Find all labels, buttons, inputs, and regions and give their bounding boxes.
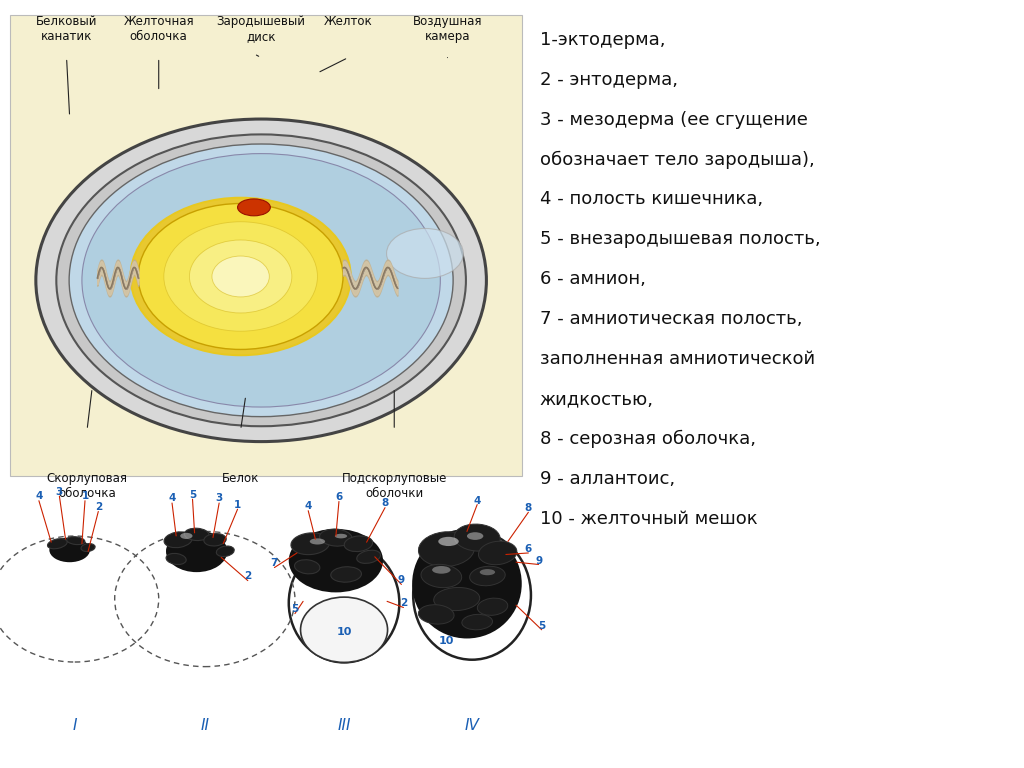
Text: 1: 1 <box>81 491 89 502</box>
Text: жидкостью,: жидкостью, <box>540 390 653 408</box>
Ellipse shape <box>36 119 486 442</box>
Text: 10: 10 <box>336 627 352 637</box>
Ellipse shape <box>184 528 209 541</box>
Text: 5: 5 <box>188 489 197 500</box>
Text: III: III <box>337 718 351 733</box>
Ellipse shape <box>82 154 440 407</box>
Ellipse shape <box>81 544 95 551</box>
Text: 4: 4 <box>35 491 43 502</box>
Ellipse shape <box>478 541 517 564</box>
Ellipse shape <box>432 566 451 574</box>
Ellipse shape <box>189 240 292 313</box>
Ellipse shape <box>421 564 462 588</box>
Ellipse shape <box>164 531 193 548</box>
Ellipse shape <box>166 554 186 564</box>
Text: 2: 2 <box>94 502 102 512</box>
Ellipse shape <box>344 536 373 551</box>
Ellipse shape <box>204 534 226 546</box>
Text: Зародышевый
диск: Зародышевый диск <box>217 15 305 43</box>
Ellipse shape <box>50 538 89 561</box>
Ellipse shape <box>70 144 453 416</box>
FancyBboxPatch shape <box>10 15 522 476</box>
Text: 3: 3 <box>215 493 223 504</box>
Ellipse shape <box>164 222 317 331</box>
Text: 3 - мезодерма (ее сгущение: 3 - мезодерма (ее сгущение <box>540 111 808 128</box>
Text: Скорлуповая
оболочка: Скорлуповая оболочка <box>46 472 128 500</box>
Text: 4: 4 <box>473 495 481 506</box>
Ellipse shape <box>434 588 479 611</box>
Text: 4: 4 <box>168 493 176 504</box>
Text: 7: 7 <box>270 558 279 568</box>
Text: 9: 9 <box>398 574 404 585</box>
Text: Белковый
канатик: Белковый канатик <box>36 15 97 43</box>
Ellipse shape <box>479 569 496 575</box>
Ellipse shape <box>291 533 330 554</box>
Ellipse shape <box>335 534 347 538</box>
Text: I: I <box>73 718 77 733</box>
Ellipse shape <box>216 546 234 557</box>
Ellipse shape <box>295 560 319 574</box>
Text: 8: 8 <box>524 503 532 514</box>
Ellipse shape <box>419 604 454 624</box>
Text: 2: 2 <box>399 598 408 608</box>
Text: 1: 1 <box>233 499 242 510</box>
Ellipse shape <box>309 538 326 545</box>
Ellipse shape <box>467 532 483 540</box>
Text: Желточная
oболочка: Желточная oболочка <box>124 15 194 43</box>
Ellipse shape <box>319 529 352 546</box>
Text: Подскорлуповые
оболочки: Подскорлуповые оболочки <box>342 472 446 500</box>
Ellipse shape <box>455 524 500 551</box>
Text: 8: 8 <box>381 498 389 508</box>
Ellipse shape <box>180 533 193 539</box>
Text: 2 - энтодерма,: 2 - энтодерма, <box>540 71 678 88</box>
Text: Желток: Желток <box>324 15 373 28</box>
Text: 6: 6 <box>335 492 343 502</box>
Text: 1-эктодерма,: 1-эктодерма, <box>540 31 666 48</box>
Ellipse shape <box>331 567 361 582</box>
Text: 10 - желточный мешок: 10 - желточный мешок <box>540 510 758 528</box>
Ellipse shape <box>462 614 493 630</box>
Text: 3: 3 <box>55 486 63 497</box>
Ellipse shape <box>47 538 68 549</box>
Text: заполненная амниотической: заполненная амниотической <box>540 350 815 368</box>
Ellipse shape <box>470 566 505 586</box>
Text: 7 - амниотическая полость,: 7 - амниотическая полость, <box>540 310 802 328</box>
Text: 5: 5 <box>291 604 299 614</box>
Text: II: II <box>201 718 209 733</box>
Text: Белок: Белок <box>222 472 259 485</box>
Ellipse shape <box>167 531 226 571</box>
Text: 8 - серозная оболочка,: 8 - серозная оболочка, <box>540 430 756 449</box>
Text: Воздушная
камера: Воздушная камера <box>413 15 482 43</box>
Text: 9: 9 <box>536 555 542 566</box>
Ellipse shape <box>301 598 387 662</box>
Ellipse shape <box>56 134 466 426</box>
Ellipse shape <box>387 228 463 278</box>
Text: 4 - полость кишечника,: 4 - полость кишечника, <box>540 190 763 208</box>
Ellipse shape <box>413 531 531 660</box>
Text: 4: 4 <box>304 501 312 511</box>
Text: 5: 5 <box>538 621 546 631</box>
Ellipse shape <box>356 550 381 564</box>
Ellipse shape <box>477 598 508 615</box>
Ellipse shape <box>419 531 474 567</box>
Ellipse shape <box>138 204 343 349</box>
Ellipse shape <box>67 537 85 545</box>
Text: обозначает тело зародыша),: обозначает тело зародыша), <box>540 151 814 169</box>
Ellipse shape <box>238 199 270 216</box>
Text: 6: 6 <box>524 544 532 554</box>
Text: IV: IV <box>465 718 479 733</box>
Ellipse shape <box>289 544 399 662</box>
Ellipse shape <box>131 198 350 356</box>
Text: 2: 2 <box>244 571 252 581</box>
Ellipse shape <box>438 537 459 546</box>
Ellipse shape <box>414 530 521 637</box>
Ellipse shape <box>290 530 382 591</box>
Text: 9 - аллантоис,: 9 - аллантоис, <box>540 470 675 488</box>
Text: 6 - амнион,: 6 - амнион, <box>540 270 645 288</box>
Ellipse shape <box>212 256 269 297</box>
Text: 10: 10 <box>438 636 455 647</box>
Text: 5 - внезародышевая полость,: 5 - внезародышевая полость, <box>540 230 820 248</box>
